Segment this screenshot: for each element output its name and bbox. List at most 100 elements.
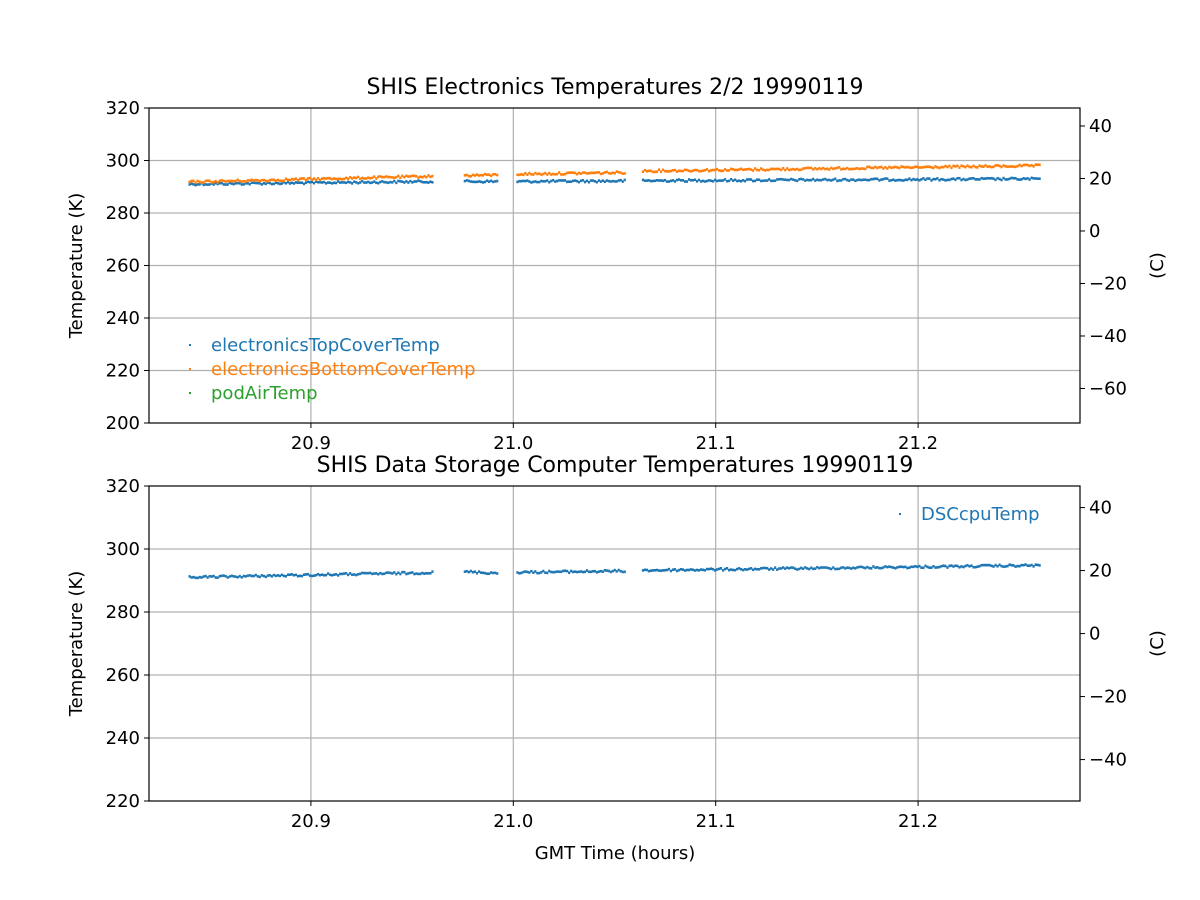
data-point: [210, 575, 213, 578]
data-point: [540, 571, 543, 574]
data-point: [465, 179, 468, 182]
data-point: [246, 179, 249, 182]
data-point: [569, 171, 573, 174]
data-point: [1006, 165, 1009, 168]
data-point: [272, 182, 275, 186]
data-point: [826, 566, 829, 570]
data-point: [998, 164, 1001, 168]
data-point: [234, 179, 237, 183]
data-point: [671, 568, 675, 572]
data-point: [300, 177, 304, 180]
data-point: [516, 173, 519, 177]
data-point: [900, 178, 903, 182]
data-point: [766, 179, 769, 182]
data-point: [465, 569, 468, 573]
data-point: [552, 172, 555, 176]
data-point: [377, 572, 380, 576]
data-point: [990, 176, 993, 180]
data-point: [968, 177, 971, 180]
data-point: [886, 167, 889, 170]
data-point: [687, 169, 691, 173]
data-point: [1034, 563, 1037, 567]
data-point: [924, 165, 927, 169]
data-point: [962, 177, 965, 181]
data-point: [284, 177, 288, 181]
data-point: [526, 173, 529, 176]
data-point: [864, 167, 867, 171]
data-point: [532, 173, 535, 176]
data-point: [492, 571, 495, 575]
data-point: [471, 173, 475, 177]
data-point: [912, 177, 915, 181]
data-point: [974, 178, 977, 181]
y-tick-label: 320: [106, 98, 140, 119]
data-point: [898, 565, 901, 569]
data-point: [300, 181, 304, 185]
data-point: [564, 179, 567, 182]
data-point: [377, 181, 380, 185]
data-point: [355, 176, 358, 180]
data-point: [733, 568, 737, 572]
data-point: [926, 165, 929, 169]
data-point: [966, 178, 969, 181]
data-point: [721, 169, 725, 173]
y-tick-label: 220: [106, 791, 140, 812]
data-point: [308, 180, 312, 184]
data-point: [832, 178, 835, 181]
data-point: [581, 171, 585, 174]
data-point: [693, 168, 697, 172]
data-point: [488, 180, 491, 183]
data-point: [188, 575, 191, 578]
data-point: [413, 572, 416, 576]
data-point: [713, 168, 717, 172]
data-point: [1030, 563, 1033, 567]
data-point: [790, 177, 793, 181]
data-point: [198, 183, 201, 186]
data-point: [1020, 177, 1023, 181]
data-point: [715, 568, 719, 571]
data-point: [683, 180, 687, 183]
y-axis-right-label: (C): [1147, 252, 1168, 279]
data-point: [314, 178, 318, 182]
data-point: [224, 180, 227, 183]
data-point: [220, 574, 223, 578]
data-point: [242, 183, 245, 186]
data-point: [196, 179, 199, 183]
data-point: [1028, 164, 1031, 168]
data-point: [645, 568, 649, 572]
data-point: [496, 572, 499, 575]
data-point: [986, 176, 989, 180]
data-point: [834, 177, 837, 181]
data-point: [522, 570, 525, 574]
data-point: [573, 570, 577, 573]
data-point: [379, 180, 382, 184]
data-point: [399, 176, 402, 180]
data-point: [796, 568, 799, 571]
data-point: [318, 180, 322, 184]
data-point: [766, 566, 769, 570]
legend-label: DSCcpuTemp: [921, 504, 1040, 525]
data-point: [792, 167, 795, 171]
data-point: [838, 179, 841, 182]
data-point: [387, 181, 390, 185]
grid: [149, 108, 1080, 423]
data-point: [204, 574, 207, 578]
data-point: [427, 572, 430, 575]
data-point: [746, 178, 749, 181]
data-point: [585, 179, 589, 183]
data-point: [756, 168, 759, 172]
data-point: [968, 565, 971, 568]
data-point: [357, 573, 360, 576]
data-point: [938, 565, 941, 569]
data-point: [874, 177, 877, 180]
data-point: [194, 181, 197, 185]
data-point: [595, 171, 599, 174]
data-point: [693, 178, 697, 182]
data-point: [270, 178, 273, 182]
data-point: [485, 179, 489, 182]
data-point: [663, 568, 667, 572]
data-point: [409, 571, 412, 575]
data-point: [908, 566, 911, 569]
data-point: [794, 168, 797, 171]
data-point: [740, 167, 743, 171]
